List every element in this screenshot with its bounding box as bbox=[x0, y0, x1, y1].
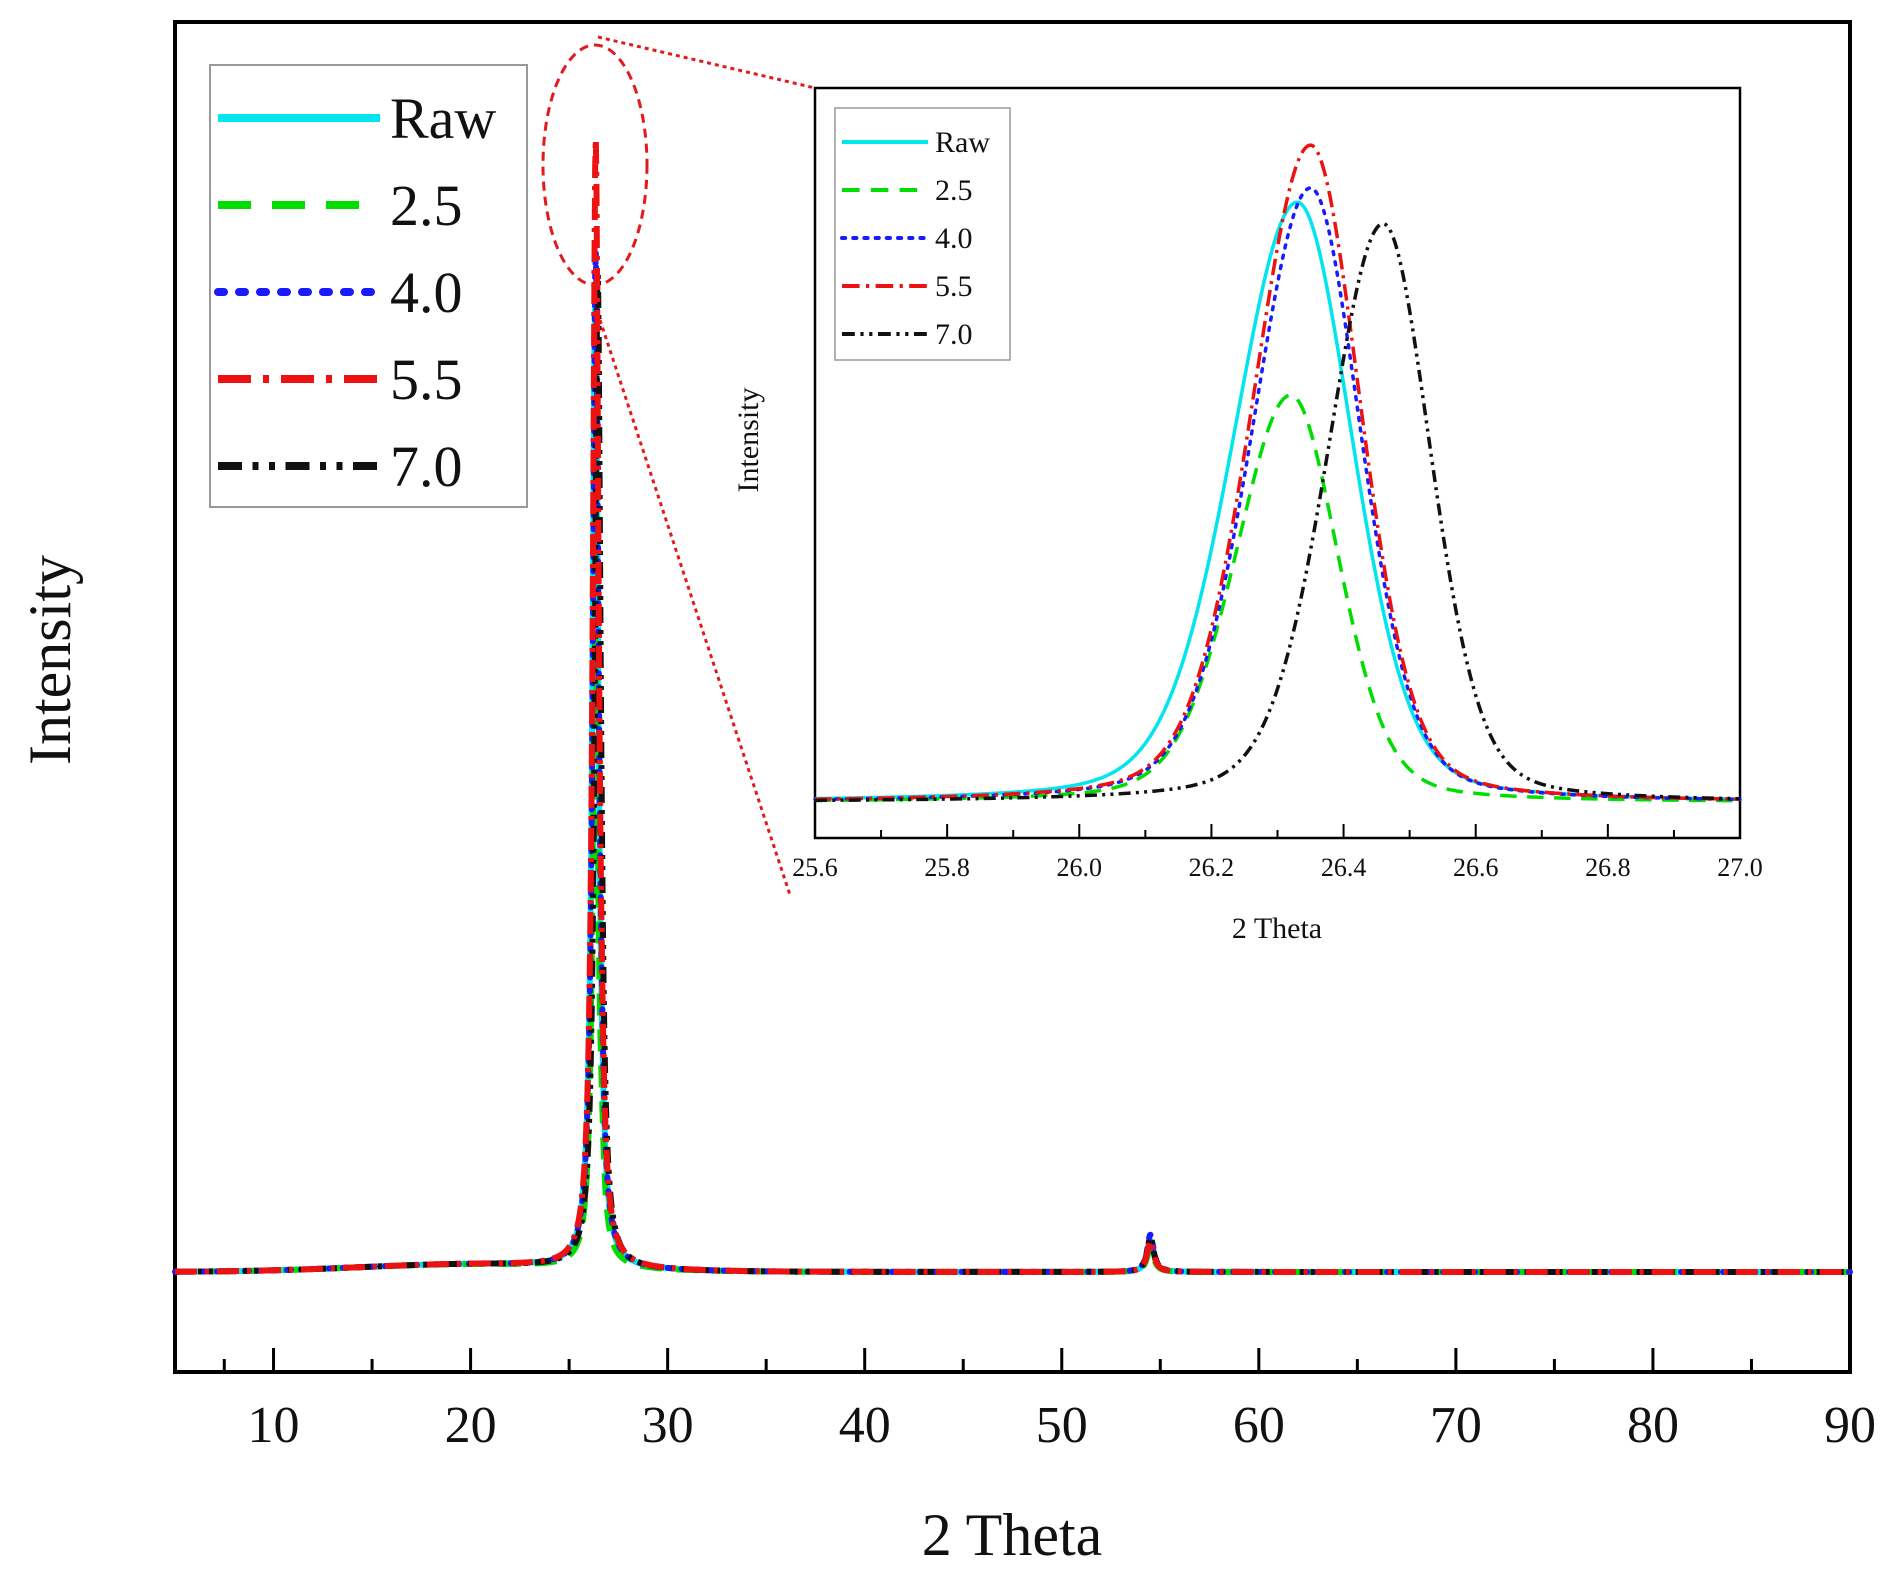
inset-legend-label-7-0: 7.0 bbox=[935, 318, 973, 351]
inset-series-7-0 bbox=[814, 221, 1741, 803]
main-legend-label-raw: Raw bbox=[390, 86, 496, 151]
main-legend-label-7-0: 7.0 bbox=[390, 434, 463, 499]
inset-x-tick-label: 25.6 bbox=[792, 853, 838, 882]
main-x-tick-label: 80 bbox=[1627, 1397, 1679, 1454]
inset-legend-label-2-5: 2.5 bbox=[935, 174, 973, 207]
main-y-axis-label: Intensity bbox=[17, 555, 83, 765]
main-legend: Raw 2.5 4.0 5.5 7.0 bbox=[209, 64, 528, 508]
main-legend-box bbox=[209, 64, 528, 508]
main-x-tick-label: 70 bbox=[1430, 1397, 1482, 1454]
inset-legend: Raw 2.5 4.0 5.5 7.0 bbox=[834, 107, 1011, 361]
main-legend-label-2-5: 2.5 bbox=[390, 173, 463, 238]
inset-x-tick-label: 26.4 bbox=[1321, 853, 1367, 882]
main-x-tick-label: 40 bbox=[839, 1397, 891, 1454]
main-x-tick-labels: 10 20 30 40 50 60 70 80 90 bbox=[248, 1397, 1876, 1454]
inset-x-tick-label: 26.8 bbox=[1585, 853, 1631, 882]
main-series-5-5 bbox=[172, 136, 1853, 1275]
main-legend-label-5-5: 5.5 bbox=[390, 347, 463, 412]
inset-x-tick-label: 25.8 bbox=[924, 853, 970, 882]
inset-series-5-5 bbox=[814, 143, 1741, 801]
main-x-tick-label: 50 bbox=[1036, 1397, 1088, 1454]
main-legend-label-4-0: 4.0 bbox=[390, 260, 463, 325]
inset-x-axis-label: 2 Theta bbox=[1232, 912, 1322, 945]
inset-series-2-5 bbox=[814, 393, 1741, 803]
inset-y-axis-label: Intensity bbox=[732, 388, 765, 493]
main-x-ticks bbox=[222, 1348, 1852, 1372]
inset-x-tick-labels: 25.6 25.8 26.0 26.2 26.4 26.6 26.8 27.0 bbox=[792, 853, 1763, 882]
zoom-connector-bottom bbox=[598, 319, 792, 896]
main-x-axis-label: 2 Theta bbox=[922, 1502, 1103, 1568]
main-x-tick-label: 60 bbox=[1233, 1397, 1285, 1454]
inset-x-ticks bbox=[814, 824, 1741, 838]
inset-legend-box bbox=[834, 107, 1011, 361]
zoom-region-ellipse bbox=[541, 43, 649, 287]
inset-x-tick-label: 26.2 bbox=[1189, 853, 1235, 882]
inset-legend-label-5-5: 5.5 bbox=[935, 270, 973, 303]
inset-x-tick-label: 26.6 bbox=[1453, 853, 1499, 882]
inset-x-tick-label: 27.0 bbox=[1717, 853, 1763, 882]
inset-series-group bbox=[813, 143, 1742, 803]
main-x-tick-label: 20 bbox=[445, 1397, 497, 1454]
inset-legend-label-raw: Raw bbox=[935, 126, 990, 159]
main-series-group bbox=[172, 136, 1853, 1275]
inset-x-tick-label: 26.0 bbox=[1057, 853, 1103, 882]
main-x-tick-label: 10 bbox=[248, 1397, 300, 1454]
zoom-connector-top bbox=[597, 35, 816, 90]
main-x-tick-label: 30 bbox=[642, 1397, 694, 1454]
main-x-tick-label: 90 bbox=[1824, 1397, 1876, 1454]
inset-chart: 25.6 25.8 26.0 26.2 26.4 26.6 26.8 27.0 2 Theta… bbox=[732, 86, 1763, 945]
inset-legend-label-4-0: 4.0 bbox=[935, 222, 973, 255]
